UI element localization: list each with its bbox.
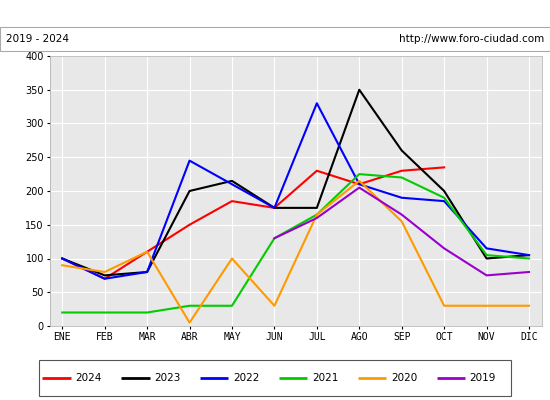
- 2023: [356, 87, 362, 92]
- 2020: [59, 263, 65, 268]
- 2020: [441, 303, 448, 308]
- 2024: [271, 206, 278, 210]
- 2022: [144, 270, 150, 274]
- 2024: [356, 182, 362, 187]
- 2020: [356, 178, 362, 183]
- 2023: [526, 253, 532, 258]
- 2021: [356, 172, 362, 176]
- 2021: [271, 236, 278, 241]
- 2022: [483, 246, 490, 251]
- 2022: [59, 256, 65, 261]
- 2024: [229, 199, 235, 204]
- 2023: [271, 206, 278, 210]
- 2024: [144, 249, 150, 254]
- 2020: [526, 303, 532, 308]
- 2023: [101, 273, 108, 278]
- 2024: [101, 276, 108, 281]
- Text: 2022: 2022: [233, 373, 260, 383]
- 2023: [229, 178, 235, 183]
- 2022: [101, 276, 108, 281]
- 2022: [356, 182, 362, 187]
- 2019: [314, 216, 320, 220]
- 2019: [271, 236, 278, 241]
- 2019: [483, 273, 490, 278]
- Text: 2020: 2020: [391, 373, 417, 383]
- Line: 2020: 2020: [62, 181, 529, 323]
- Line: 2024: 2024: [62, 167, 444, 279]
- 2019: [526, 270, 532, 274]
- 2023: [59, 256, 65, 261]
- 2023: [314, 206, 320, 210]
- 2021: [59, 310, 65, 315]
- 2019: [441, 246, 448, 251]
- 2022: [314, 101, 320, 106]
- 2021: [314, 212, 320, 217]
- Text: 2024: 2024: [75, 373, 102, 383]
- 2022: [229, 182, 235, 187]
- 2023: [186, 188, 193, 193]
- Text: 2019: 2019: [470, 373, 496, 383]
- Line: 2023: 2023: [62, 90, 529, 275]
- 2024: [398, 168, 405, 173]
- 2023: [398, 148, 405, 153]
- Line: 2021: 2021: [62, 174, 529, 312]
- Line: 2022: 2022: [62, 103, 529, 279]
- 2020: [101, 270, 108, 274]
- 2023: [441, 188, 448, 193]
- 2019: [398, 212, 405, 217]
- 2022: [441, 199, 448, 204]
- Text: 2023: 2023: [155, 373, 181, 383]
- 2021: [186, 303, 193, 308]
- Line: 2019: 2019: [274, 188, 529, 275]
- 2021: [526, 256, 532, 261]
- 2020: [144, 249, 150, 254]
- 2020: [314, 212, 320, 217]
- 2021: [441, 195, 448, 200]
- 2024: [59, 256, 65, 261]
- Text: http://www.foro-ciudad.com: http://www.foro-ciudad.com: [399, 34, 544, 44]
- 2023: [483, 256, 490, 261]
- 2020: [271, 303, 278, 308]
- 2021: [398, 175, 405, 180]
- 2020: [398, 219, 405, 224]
- 2020: [186, 320, 193, 325]
- 2022: [271, 206, 278, 210]
- 2023: [144, 270, 150, 274]
- Text: 2019 - 2024: 2019 - 2024: [6, 34, 69, 44]
- 2024: [186, 222, 193, 227]
- 2021: [483, 253, 490, 258]
- 2021: [229, 303, 235, 308]
- 2020: [483, 303, 490, 308]
- 2022: [398, 195, 405, 200]
- Text: 2021: 2021: [312, 373, 338, 383]
- 2019: [356, 185, 362, 190]
- 2024: [314, 168, 320, 173]
- Text: Evolucion Nº Turistas Extranjeros en el municipio de Peguerinos: Evolucion Nº Turistas Extranjeros en el …: [34, 6, 516, 20]
- 2024: [441, 165, 448, 170]
- 2022: [526, 253, 532, 258]
- 2021: [144, 310, 150, 315]
- 2022: [186, 158, 193, 163]
- 2020: [229, 256, 235, 261]
- 2021: [101, 310, 108, 315]
